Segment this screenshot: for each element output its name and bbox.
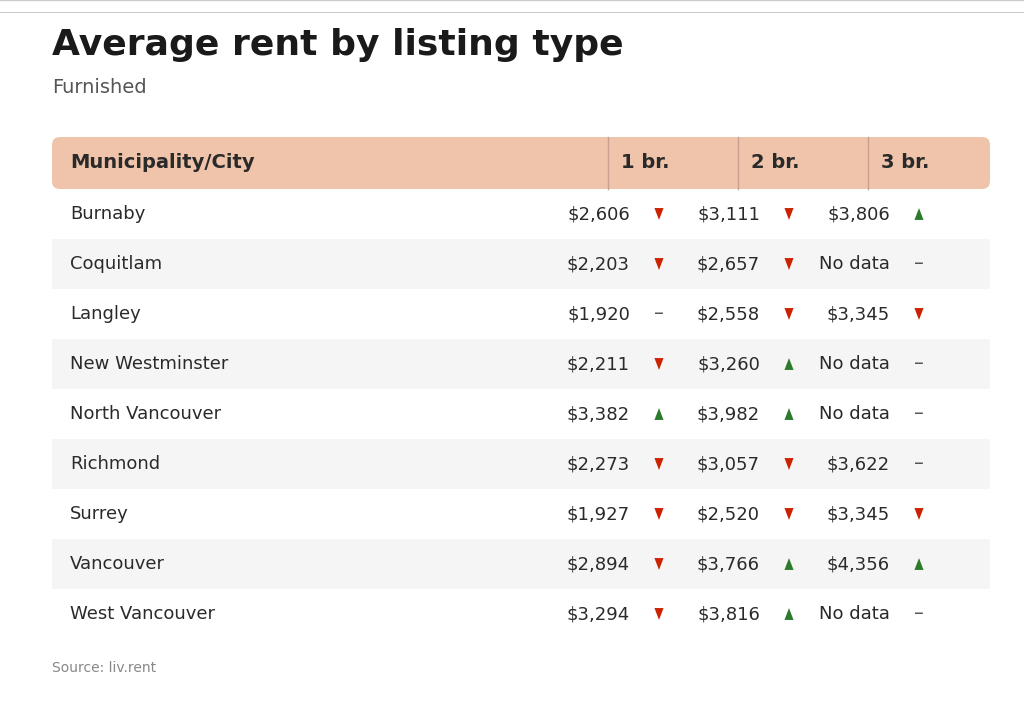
Text: No data: No data <box>819 605 890 623</box>
FancyBboxPatch shape <box>52 137 990 189</box>
Polygon shape <box>654 358 664 370</box>
Text: $2,894: $2,894 <box>567 555 630 573</box>
Bar <box>52 439 990 489</box>
Polygon shape <box>784 208 794 220</box>
Bar <box>52 339 990 389</box>
Text: $3,766: $3,766 <box>697 555 760 573</box>
Polygon shape <box>654 408 664 420</box>
Polygon shape <box>784 558 794 570</box>
Text: New Westminster: New Westminster <box>70 355 228 373</box>
Text: No data: No data <box>819 405 890 423</box>
Text: –: – <box>914 254 924 274</box>
Text: $3,622: $3,622 <box>826 455 890 473</box>
Text: Vancouver: Vancouver <box>70 555 165 573</box>
Text: Furnished: Furnished <box>52 78 146 97</box>
Text: $3,057: $3,057 <box>697 455 760 473</box>
Text: $2,211: $2,211 <box>567 355 630 373</box>
Polygon shape <box>914 308 924 320</box>
Polygon shape <box>784 458 794 470</box>
Polygon shape <box>654 258 664 270</box>
Text: Source: liv.rent: Source: liv.rent <box>52 661 156 675</box>
Text: $3,345: $3,345 <box>826 505 890 523</box>
Text: $3,382: $3,382 <box>567 405 630 423</box>
Text: Average rent by listing type: Average rent by listing type <box>52 28 624 62</box>
Text: $3,806: $3,806 <box>827 205 890 223</box>
Text: –: – <box>654 305 664 323</box>
Text: $2,558: $2,558 <box>697 305 760 323</box>
Text: $4,356: $4,356 <box>826 555 890 573</box>
Text: $3,345: $3,345 <box>826 305 890 323</box>
Text: Langley: Langley <box>70 305 140 323</box>
Polygon shape <box>914 508 924 520</box>
Text: –: – <box>914 404 924 424</box>
Text: North Vancouver: North Vancouver <box>70 405 221 423</box>
Text: –: – <box>914 604 924 624</box>
Text: Burnaby: Burnaby <box>70 205 145 223</box>
Polygon shape <box>784 608 794 620</box>
Polygon shape <box>654 508 664 520</box>
Text: $1,920: $1,920 <box>567 305 630 323</box>
Text: $3,982: $3,982 <box>697 405 760 423</box>
Text: $2,203: $2,203 <box>567 255 630 273</box>
Polygon shape <box>914 208 924 220</box>
Text: $3,294: $3,294 <box>566 605 630 623</box>
Bar <box>52 389 990 439</box>
Text: $2,606: $2,606 <box>567 205 630 223</box>
Polygon shape <box>654 608 664 620</box>
Text: Surrey: Surrey <box>70 505 129 523</box>
Polygon shape <box>784 358 794 370</box>
Text: $3,111: $3,111 <box>697 205 760 223</box>
Text: Municipality/City: Municipality/City <box>70 154 255 173</box>
Text: –: – <box>914 455 924 474</box>
Bar <box>52 289 990 339</box>
Polygon shape <box>784 508 794 520</box>
Polygon shape <box>654 458 664 470</box>
Bar <box>52 189 990 239</box>
Bar <box>52 539 990 589</box>
Text: $3,260: $3,260 <box>697 355 760 373</box>
Polygon shape <box>784 258 794 270</box>
Polygon shape <box>654 558 664 570</box>
Bar <box>52 239 990 289</box>
Text: –: – <box>914 355 924 373</box>
Text: 3 br.: 3 br. <box>881 154 929 173</box>
Polygon shape <box>654 208 664 220</box>
Bar <box>52 589 990 639</box>
Polygon shape <box>784 308 794 320</box>
Text: 2 br.: 2 br. <box>751 154 800 173</box>
Text: $2,657: $2,657 <box>697 255 760 273</box>
Text: 1 br.: 1 br. <box>621 154 670 173</box>
Text: West Vancouver: West Vancouver <box>70 605 215 623</box>
Polygon shape <box>784 408 794 420</box>
Bar <box>52 489 990 539</box>
Text: No data: No data <box>819 355 890 373</box>
Text: $1,927: $1,927 <box>567 505 630 523</box>
Text: $2,273: $2,273 <box>566 455 630 473</box>
Polygon shape <box>914 558 924 570</box>
Text: No data: No data <box>819 255 890 273</box>
Text: $2,520: $2,520 <box>697 505 760 523</box>
Text: Richmond: Richmond <box>70 455 160 473</box>
Text: $3,816: $3,816 <box>697 605 760 623</box>
Text: Coquitlam: Coquitlam <box>70 255 162 273</box>
